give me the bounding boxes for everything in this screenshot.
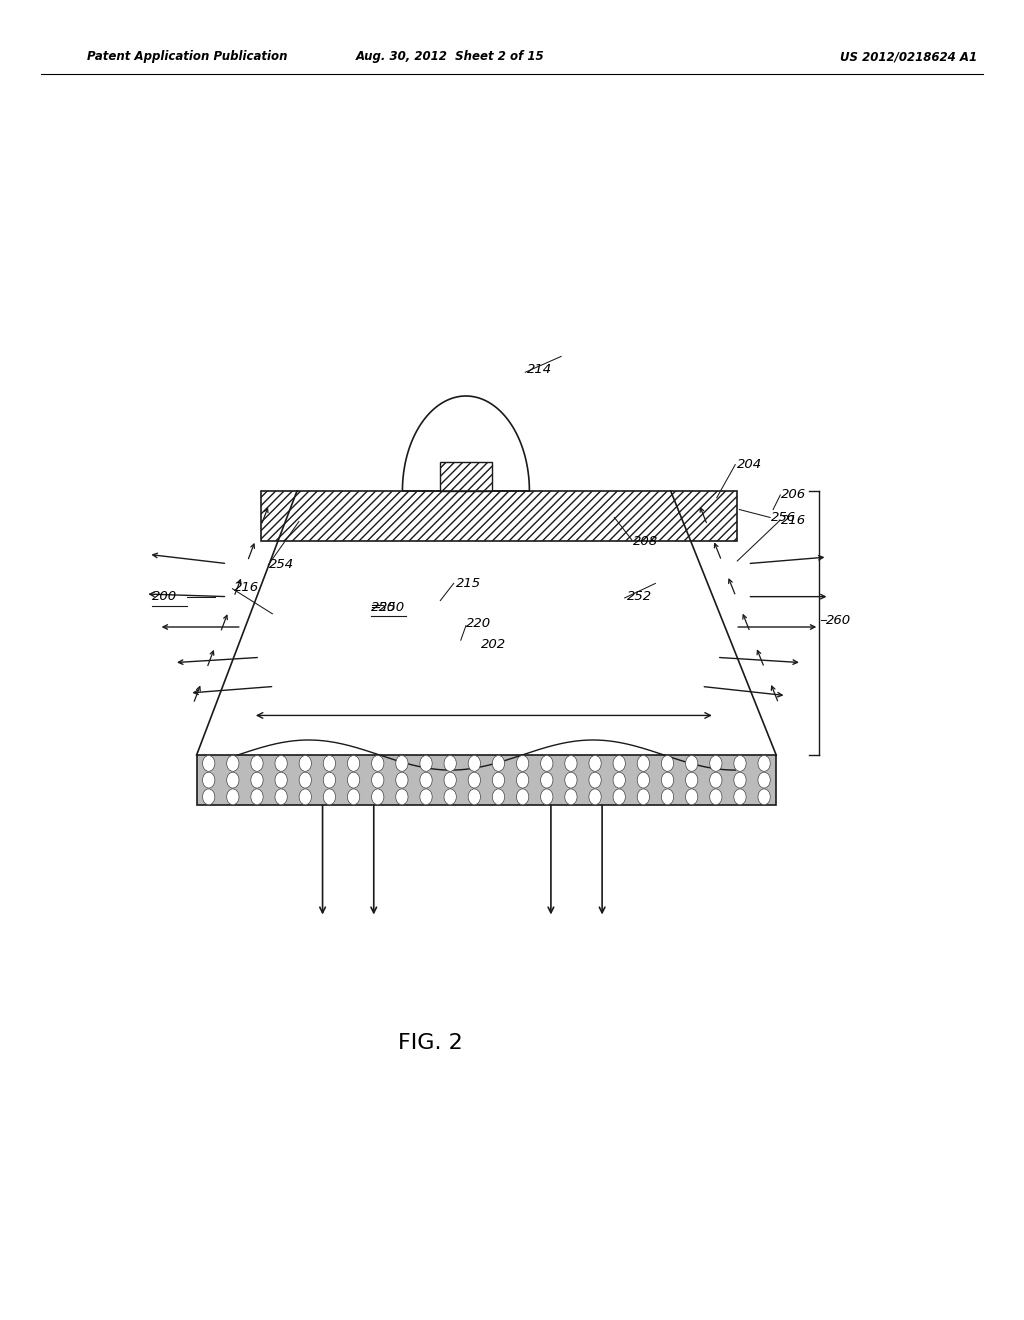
Circle shape xyxy=(685,772,697,788)
Circle shape xyxy=(347,755,359,771)
Text: Patent Application Publication: Patent Application Publication xyxy=(87,50,288,63)
Circle shape xyxy=(565,755,578,771)
Circle shape xyxy=(516,789,528,805)
Circle shape xyxy=(203,789,215,805)
Text: 260: 260 xyxy=(826,614,852,627)
Circle shape xyxy=(275,772,288,788)
Circle shape xyxy=(758,755,770,771)
Circle shape xyxy=(589,755,601,771)
Circle shape xyxy=(662,789,674,805)
Circle shape xyxy=(493,772,505,788)
Text: 220: 220 xyxy=(466,616,492,630)
Circle shape xyxy=(662,772,674,788)
Circle shape xyxy=(541,789,553,805)
Circle shape xyxy=(444,772,457,788)
Text: 254: 254 xyxy=(269,558,295,572)
Circle shape xyxy=(734,772,746,788)
Text: ═250: ═250 xyxy=(371,601,403,614)
Circle shape xyxy=(541,772,553,788)
Circle shape xyxy=(395,789,408,805)
Text: 216: 216 xyxy=(233,581,259,594)
Text: FIG. 2: FIG. 2 xyxy=(397,1032,463,1053)
Circle shape xyxy=(299,789,311,805)
Circle shape xyxy=(347,772,359,788)
Circle shape xyxy=(226,772,239,788)
Circle shape xyxy=(637,755,649,771)
Text: 208: 208 xyxy=(633,535,658,548)
Circle shape xyxy=(251,755,263,771)
Circle shape xyxy=(613,789,626,805)
Circle shape xyxy=(324,772,336,788)
Circle shape xyxy=(420,772,432,788)
Circle shape xyxy=(299,755,311,771)
Circle shape xyxy=(637,772,649,788)
Circle shape xyxy=(685,789,697,805)
Circle shape xyxy=(226,755,239,771)
Circle shape xyxy=(444,789,457,805)
Circle shape xyxy=(493,755,505,771)
Circle shape xyxy=(226,789,239,805)
Circle shape xyxy=(372,755,384,771)
Circle shape xyxy=(541,755,553,771)
Circle shape xyxy=(758,772,770,788)
Text: 206: 206 xyxy=(781,488,807,502)
Circle shape xyxy=(444,755,457,771)
Circle shape xyxy=(468,772,480,788)
Text: 214: 214 xyxy=(527,363,553,376)
Circle shape xyxy=(372,772,384,788)
Circle shape xyxy=(203,772,215,788)
Text: 252: 252 xyxy=(627,590,652,603)
Polygon shape xyxy=(197,755,776,805)
Circle shape xyxy=(468,789,480,805)
Circle shape xyxy=(324,755,336,771)
Text: Aug. 30, 2012  Sheet 2 of 15: Aug. 30, 2012 Sheet 2 of 15 xyxy=(356,50,545,63)
Circle shape xyxy=(516,755,528,771)
Text: US 2012/0218624 A1: US 2012/0218624 A1 xyxy=(840,50,977,63)
Text: 204: 204 xyxy=(737,458,763,471)
Text: 250: 250 xyxy=(371,601,396,614)
Circle shape xyxy=(395,755,408,771)
Circle shape xyxy=(710,772,722,788)
Circle shape xyxy=(565,772,578,788)
Text: 200: 200 xyxy=(152,590,177,603)
Circle shape xyxy=(395,772,408,788)
Circle shape xyxy=(516,772,528,788)
Circle shape xyxy=(251,772,263,788)
Circle shape xyxy=(275,789,288,805)
Circle shape xyxy=(347,789,359,805)
Circle shape xyxy=(420,789,432,805)
Text: 202: 202 xyxy=(481,638,507,651)
Polygon shape xyxy=(261,491,737,541)
Circle shape xyxy=(734,755,746,771)
Polygon shape xyxy=(440,462,492,491)
Circle shape xyxy=(251,789,263,805)
Circle shape xyxy=(468,755,480,771)
Circle shape xyxy=(589,772,601,788)
Circle shape xyxy=(493,789,505,805)
Circle shape xyxy=(734,789,746,805)
Circle shape xyxy=(613,755,626,771)
Circle shape xyxy=(613,772,626,788)
Circle shape xyxy=(203,755,215,771)
Circle shape xyxy=(324,789,336,805)
Text: 256: 256 xyxy=(771,511,797,524)
Text: 216: 216 xyxy=(781,513,807,527)
Text: 215: 215 xyxy=(456,577,481,590)
Circle shape xyxy=(637,789,649,805)
Circle shape xyxy=(299,772,311,788)
Circle shape xyxy=(662,755,674,771)
Circle shape xyxy=(710,755,722,771)
Circle shape xyxy=(589,789,601,805)
Circle shape xyxy=(420,755,432,771)
Circle shape xyxy=(710,789,722,805)
Circle shape xyxy=(685,755,697,771)
Circle shape xyxy=(565,789,578,805)
Circle shape xyxy=(758,789,770,805)
Circle shape xyxy=(275,755,288,771)
Circle shape xyxy=(372,789,384,805)
